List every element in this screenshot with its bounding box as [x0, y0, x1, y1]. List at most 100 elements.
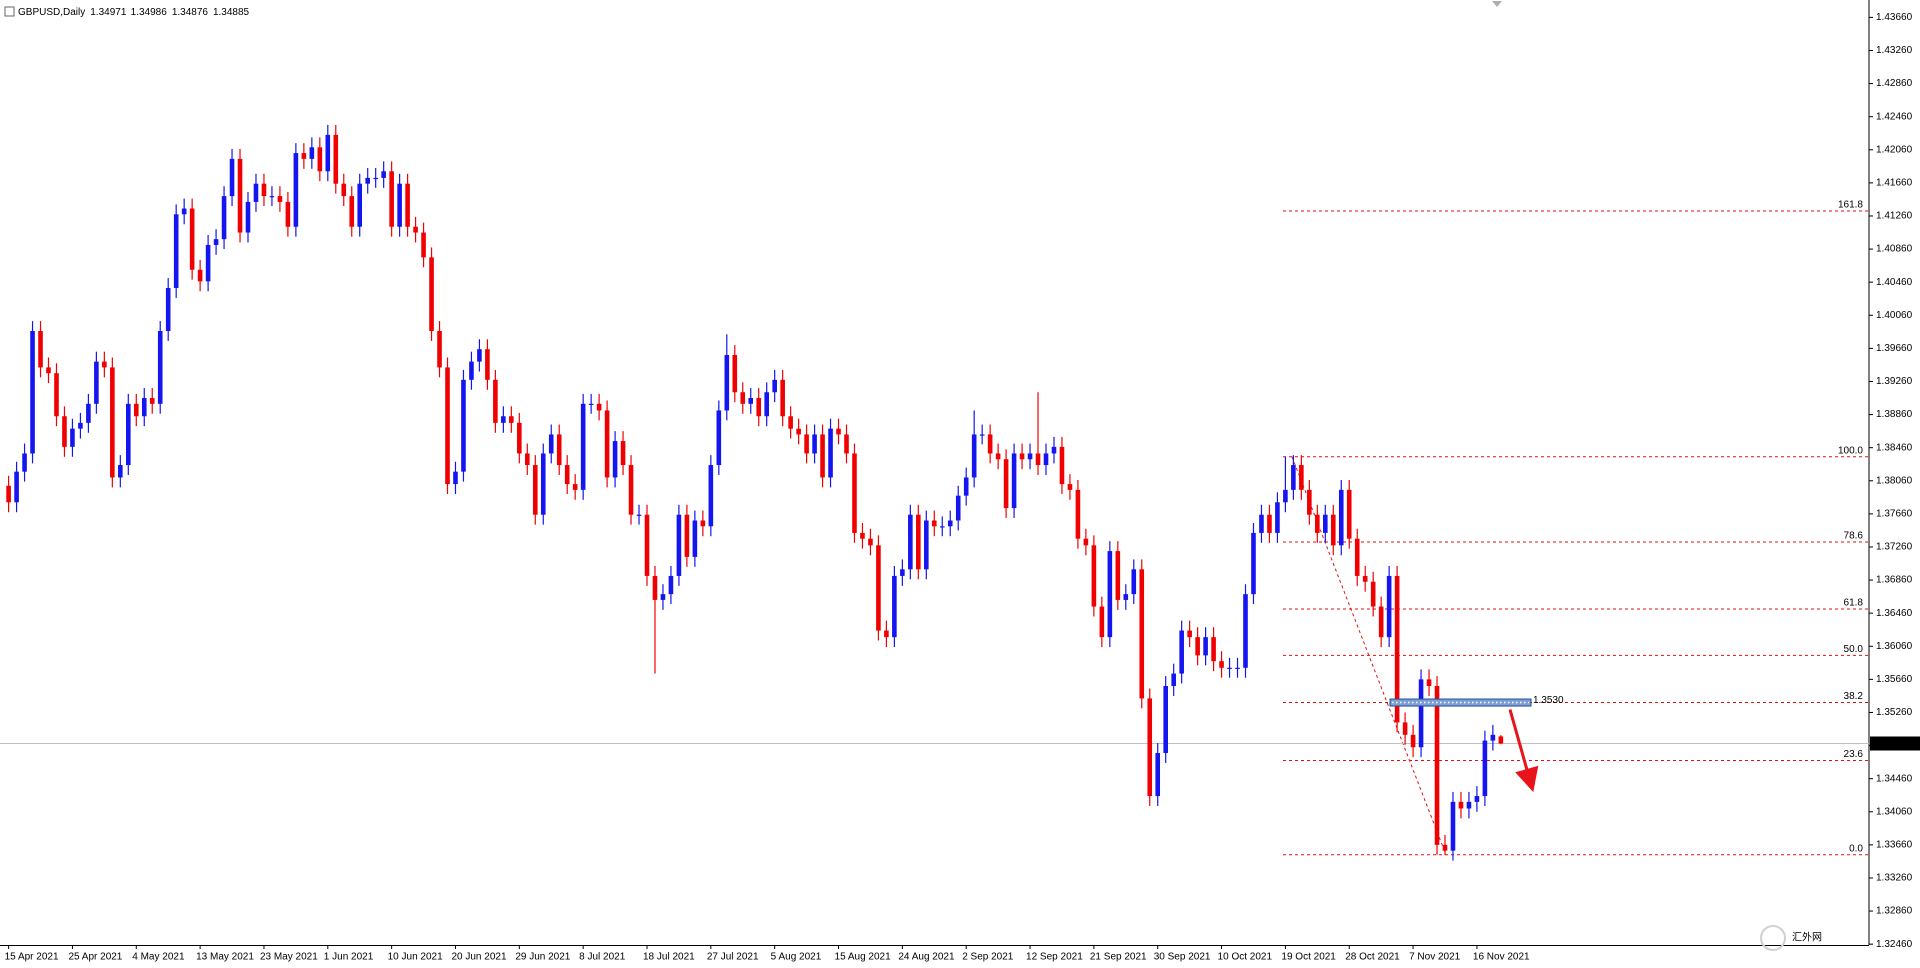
candle-body [668, 575, 674, 595]
x-tick-label: 2 Sep 2021 [962, 952, 1014, 963]
candle-body [1450, 801, 1456, 851]
candle-body [1323, 514, 1328, 533]
candle-body [780, 379, 785, 417]
candle-body [389, 171, 394, 227]
y-tick-label: 1.42860 [1876, 78, 1913, 89]
chart-header: GBPUSD,Daily 1.34971 1.34986 1.34876 1.34885 [18, 7, 250, 18]
x-tick-label: 8 Jul 2021 [579, 952, 626, 963]
candle-body [173, 214, 179, 288]
candle-body [453, 471, 458, 485]
candle-body [485, 349, 490, 380]
y-tick-label: 1.34060 [1876, 806, 1913, 817]
x-tick-label: 10 Jun 2021 [388, 952, 443, 963]
x-tick-label: 7 Nov 2021 [1409, 952, 1461, 963]
y-tick-label: 1.42060 [1876, 144, 1913, 155]
candle-body [540, 453, 546, 515]
candle-body [1179, 630, 1184, 674]
y-tick-label: 1.36060 [1876, 641, 1913, 652]
candle-body [293, 153, 299, 227]
fib-level-label: 61.8 [1844, 598, 1864, 609]
watermark: 汇外网 [1792, 931, 1822, 944]
fib-trend-line [1291, 456, 1447, 855]
candle-body [126, 403, 131, 466]
candle-body [333, 134, 339, 184]
x-tick-label: 12 Sep 2021 [1026, 952, 1083, 963]
candle-body [78, 422, 83, 429]
candle-body [1394, 575, 1400, 723]
candle-body [916, 514, 921, 570]
candle-body [676, 514, 682, 576]
candle-body [1434, 685, 1440, 845]
x-tick-label: 5 Aug 2021 [771, 952, 822, 963]
candle-body [732, 354, 738, 393]
candle-body [1123, 594, 1129, 600]
candle-body [644, 514, 650, 576]
candle-body [860, 532, 865, 539]
candle-body [931, 520, 937, 527]
y-tick-label: 1.41660 [1876, 178, 1913, 189]
candle-body [1418, 679, 1424, 748]
candle-body [253, 183, 259, 202]
candle-body [245, 201, 251, 233]
candle-body [1011, 453, 1017, 509]
candle-body [429, 257, 434, 331]
y-tick-label: 1.38860 [1876, 409, 1913, 420]
header-title: GBPUSD,Daily [18, 7, 85, 18]
candle-body [102, 361, 107, 368]
y-tick-label: 1.38060 [1876, 475, 1913, 486]
candle-body [357, 183, 363, 227]
fib-level-label: 78.6 [1844, 531, 1864, 542]
y-tick-label: 1.37660 [1876, 509, 1913, 520]
candle-body [963, 477, 969, 496]
candle-body [445, 367, 450, 485]
candle-body [1466, 801, 1472, 809]
candle-body [309, 147, 315, 159]
candle-body [788, 416, 793, 429]
candle-body [1155, 753, 1161, 797]
y-tick-label: 1.42460 [1876, 111, 1913, 122]
candle-body [1307, 489, 1312, 515]
candle-body [1267, 514, 1272, 533]
candle-body [1019, 453, 1025, 460]
candle-body [1195, 637, 1200, 656]
candle-body [110, 367, 115, 478]
x-tick-label: 4 May 2021 [132, 952, 185, 963]
candle-body [1426, 679, 1432, 686]
candle-body [1378, 606, 1384, 638]
fib-level-label: 23.6 [1844, 749, 1864, 760]
candle-body [844, 434, 849, 454]
candle-body [1458, 801, 1464, 809]
candle-body [1067, 484, 1073, 490]
candle-body [1442, 844, 1448, 851]
candle-body [572, 484, 578, 490]
candle-body [141, 398, 147, 417]
candle-body [365, 177, 370, 184]
y-tick-label: 1.39260 [1876, 376, 1913, 387]
candle-body [1107, 551, 1113, 638]
candle-body [939, 526, 945, 528]
candle-body [181, 208, 187, 215]
x-tick-label: 27 Jul 2021 [707, 952, 759, 963]
candle-body [892, 575, 897, 638]
y-tick-label: 1.36460 [1876, 608, 1913, 619]
candle-body [1315, 514, 1320, 533]
candle-body [1283, 489, 1288, 503]
y-tick-label: 1.40860 [1876, 244, 1913, 255]
candle-body [509, 416, 514, 423]
candle-body [30, 330, 35, 454]
candle-body [86, 403, 91, 423]
candle-body [700, 520, 706, 527]
annotation-text: 1.3530 [1533, 695, 1564, 706]
header-low: 1.34876 [172, 7, 209, 18]
candle-body [716, 410, 722, 466]
candle-body [14, 471, 19, 503]
candle-body [405, 183, 410, 227]
candle-body [796, 428, 801, 435]
candle-body [237, 158, 243, 233]
y-tick-label: 1.34460 [1876, 773, 1913, 784]
candle-body [596, 403, 602, 411]
fib-level-label: 50.0 [1844, 644, 1864, 655]
y-tick-label: 1.43260 [1876, 45, 1913, 56]
candle-body [1498, 736, 1504, 744]
candle-body [1346, 489, 1352, 539]
